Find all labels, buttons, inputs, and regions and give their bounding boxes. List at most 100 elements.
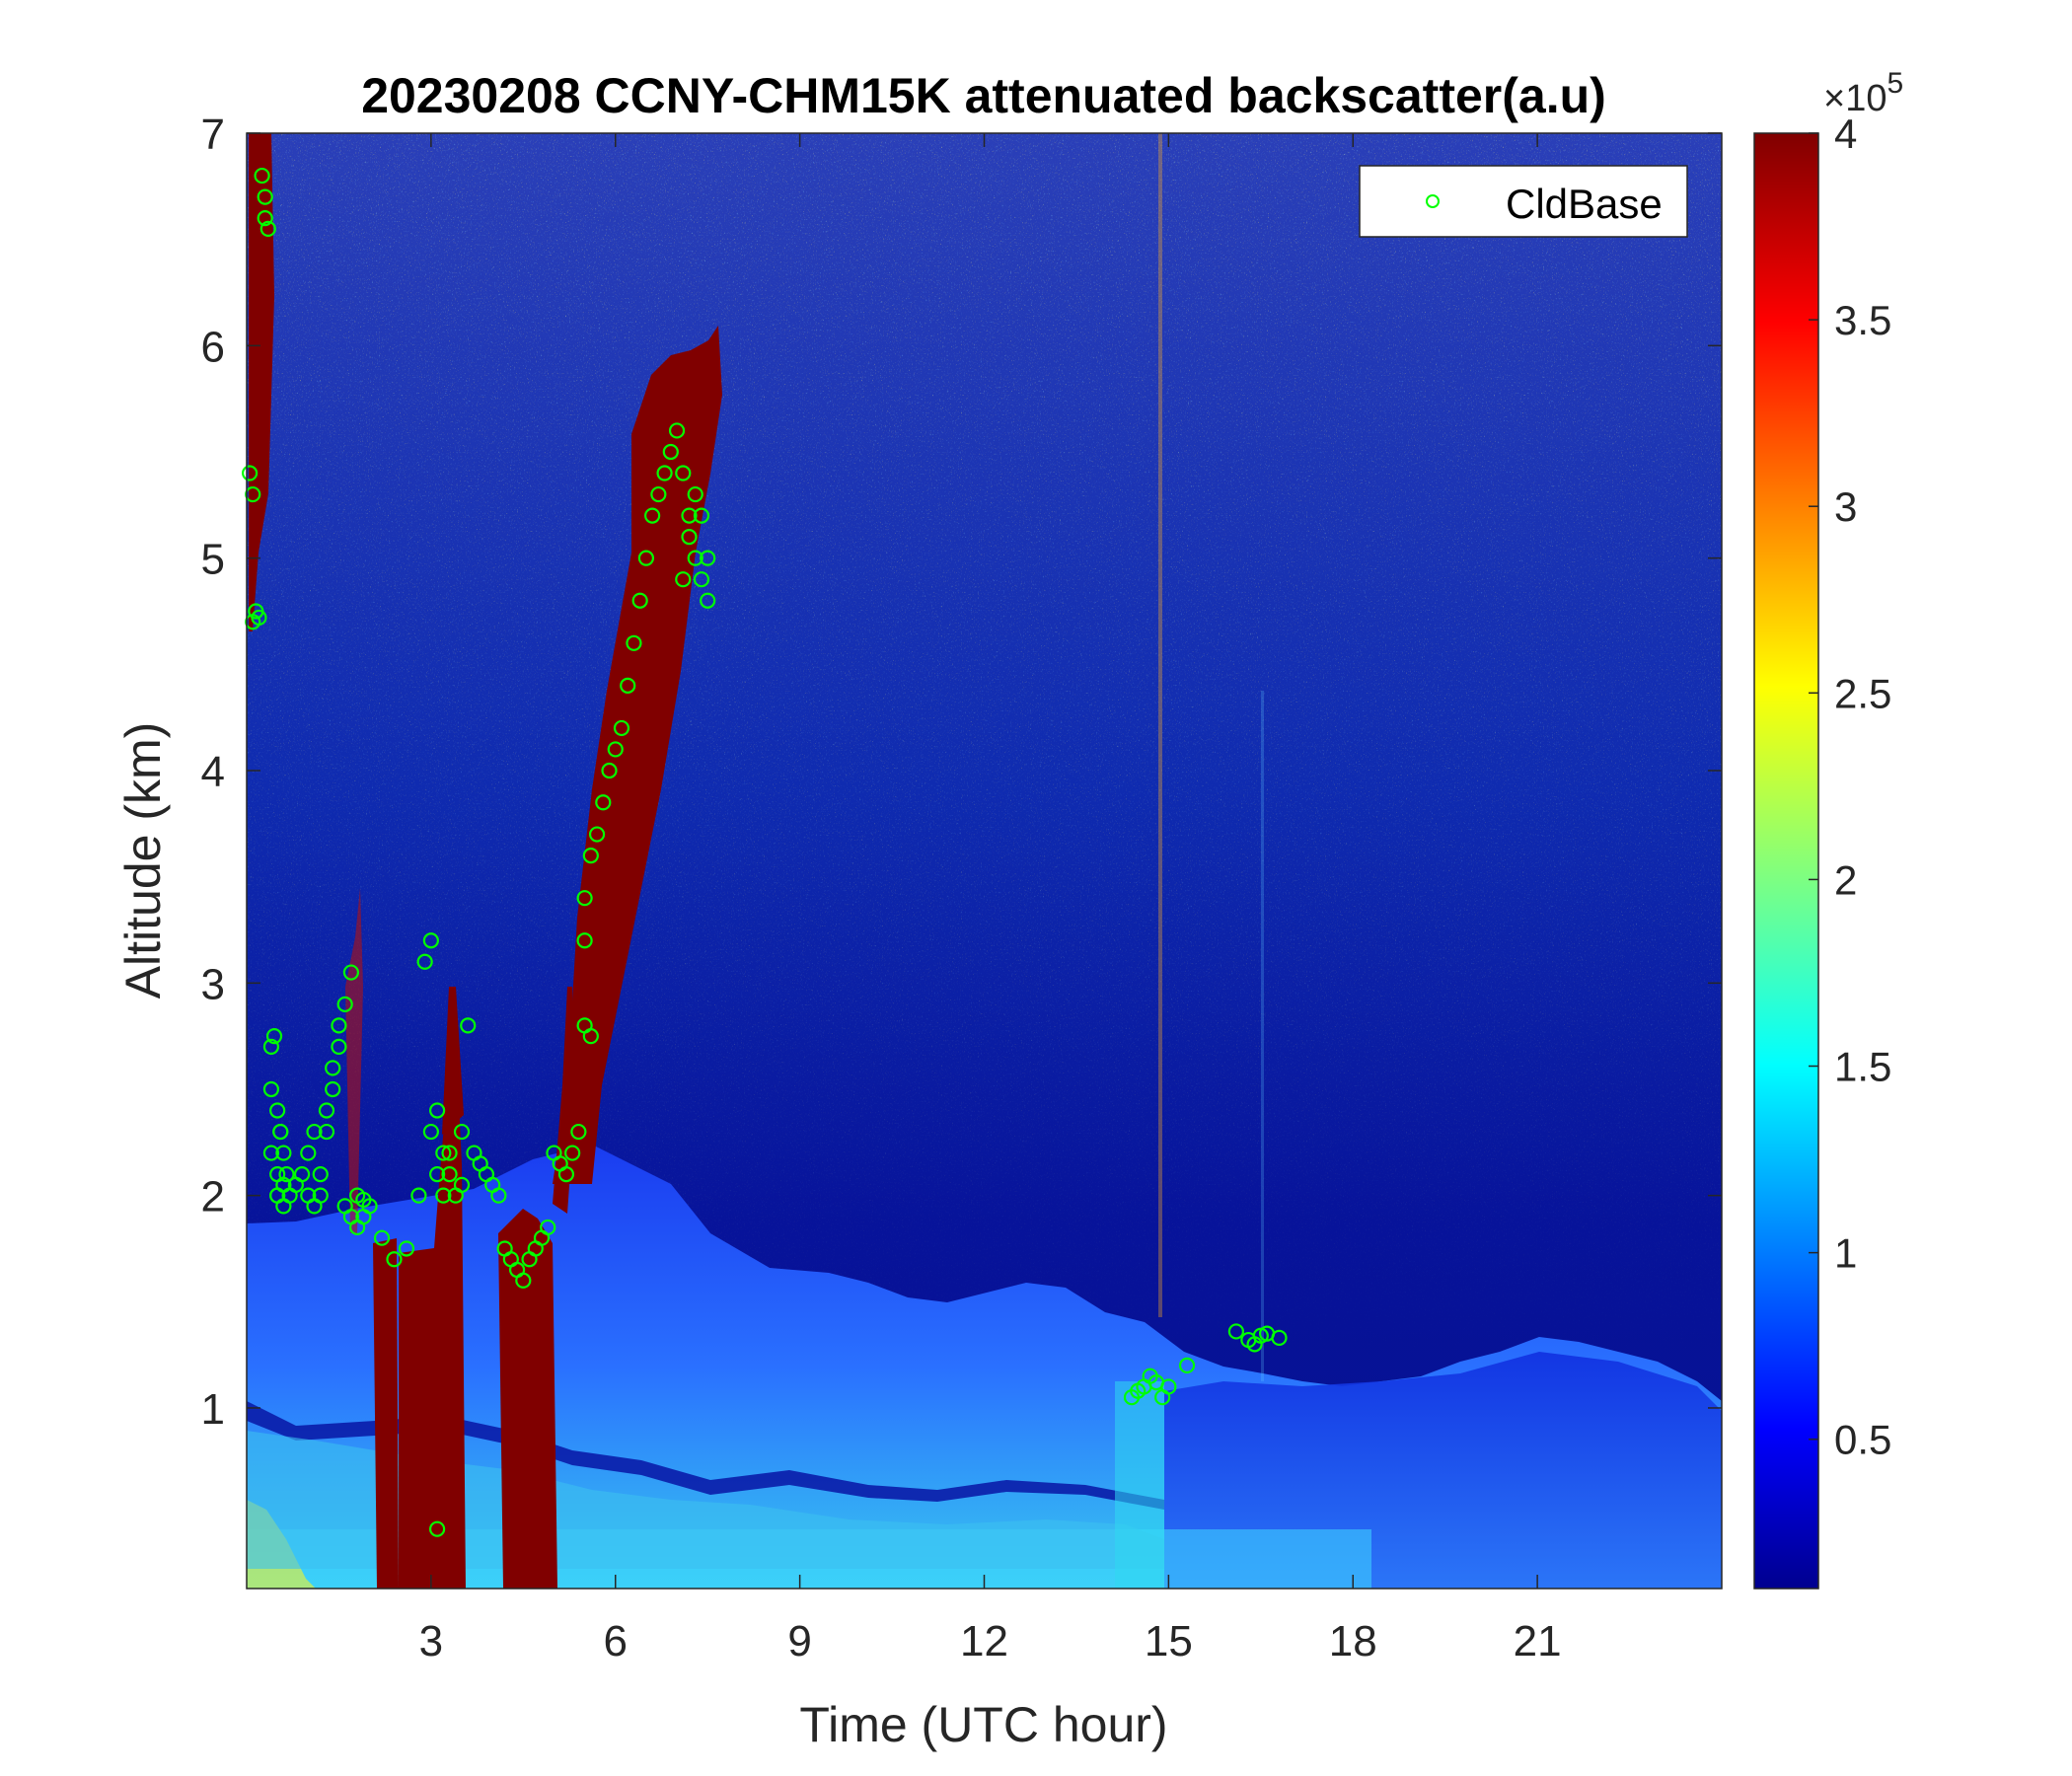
cloud-base-point — [564, 1145, 581, 1161]
cloud-base-point — [681, 507, 698, 524]
colorbar-multiplier-exponent: 5 — [1887, 67, 1903, 100]
y-tick-label: 4 — [201, 748, 225, 796]
x-axis: 3 6 9 12 15 18 21 — [419, 133, 1562, 1665]
residual-layer-dark — [247, 1401, 1164, 1510]
cloud-base-point — [453, 1176, 471, 1193]
cloud-base-point — [570, 1123, 587, 1141]
x-tick-label: 12 — [960, 1617, 1008, 1665]
colorbar-tick-label: 2 — [1834, 856, 1857, 903]
colorbar-multiplier: ×105 — [1823, 67, 1903, 119]
cloud-base-point — [687, 485, 703, 503]
cloud-base-markers — [242, 167, 1288, 1537]
cloud-base-point — [595, 794, 612, 811]
cloud-base-point — [453, 1123, 471, 1141]
cloud-base-point — [576, 932, 593, 949]
cloud-base-point — [675, 465, 692, 481]
cloud-base-point — [318, 1123, 335, 1141]
legend-label-cldbase: CldBase — [1506, 181, 1663, 227]
legend-box — [1359, 165, 1688, 238]
x-tick-label: 6 — [604, 1617, 628, 1665]
cloud-upper-sheet — [631, 326, 722, 651]
y-tick-label: 7 — [201, 111, 225, 159]
cloud-base-point — [257, 188, 273, 205]
cloud-base-point — [272, 1123, 289, 1141]
cloud-base-point — [259, 220, 276, 237]
colorbar-tick-label: 1 — [1834, 1230, 1857, 1277]
cloud-base-point — [1271, 1329, 1288, 1347]
cloud-base-point — [540, 1219, 556, 1236]
plot-area — [247, 133, 1722, 1589]
cloud-base-point — [607, 741, 624, 758]
cloud-base-point — [242, 465, 259, 481]
cloud-base-point — [700, 550, 716, 566]
cloud-base-point — [700, 592, 716, 609]
cloud-base-point — [325, 1060, 341, 1076]
cloud-base-point — [631, 592, 648, 609]
y-tick-label: 2 — [201, 1173, 225, 1221]
y-tick-label: 3 — [201, 960, 225, 1008]
stripe-15utc — [1158, 133, 1162, 1317]
cloud-base-point — [557, 1166, 575, 1183]
y-axis-label: Altitude (km) — [115, 722, 171, 999]
cloud-base-point — [422, 932, 439, 949]
cloud-base-point — [441, 1166, 458, 1183]
cloud-base-point — [687, 550, 703, 566]
cloud-base-point — [306, 1198, 323, 1215]
cloud-base-point — [331, 1017, 347, 1034]
cloud-base-point — [1227, 1323, 1244, 1340]
cloud-base-point — [254, 167, 270, 185]
cloud-base-point — [275, 1145, 292, 1161]
cloud-base-point — [251, 609, 267, 627]
colorbar-tick-label: 3.5 — [1834, 297, 1891, 343]
x-tick-label: 18 — [1329, 1617, 1377, 1665]
cloud-base-point — [588, 826, 606, 843]
cloud-base-point — [490, 1187, 507, 1204]
x-tick-label: 15 — [1145, 1617, 1193, 1665]
cloud-base-point — [1160, 1378, 1177, 1395]
colorbar-tick-label: 2.5 — [1834, 670, 1891, 716]
y-tick-label: 5 — [201, 536, 225, 584]
cloud-base-point — [265, 1028, 283, 1045]
x-tick-label: 3 — [419, 1617, 443, 1665]
colorbar-tick-label: 0.5 — [1834, 1417, 1891, 1463]
cloud-base-point — [693, 507, 710, 524]
chart-title: 20230208 CCNY-CHM15K attenuated backscat… — [361, 68, 1606, 123]
cloud-base-point — [257, 210, 273, 227]
cloud-base-point — [576, 890, 593, 907]
colorbar-tick-label: 3 — [1834, 483, 1857, 530]
y-tick-label: 6 — [201, 323, 225, 371]
colorbar-ticks: 0.5 1 1.5 2 2.5 3 3.5 4 — [1809, 111, 1891, 1463]
colorbar-tick-label: 1.5 — [1834, 1044, 1891, 1090]
cloud-base-point — [668, 422, 686, 439]
cloud-column-1 — [373, 1238, 399, 1589]
cloud-base-point — [693, 571, 710, 588]
cloud-base-point — [626, 634, 642, 651]
cloud-base-point — [429, 1166, 446, 1183]
cloud-column-early — [249, 133, 274, 631]
cloud-base-point — [262, 1145, 280, 1161]
cloud-base-point — [460, 1017, 477, 1034]
cloud-base-point — [300, 1145, 317, 1161]
cloud-base-point — [416, 953, 433, 970]
cloud-base-point — [441, 1145, 458, 1161]
legend[interactable]: CldBase — [1359, 165, 1688, 238]
morning-cyan-layer — [247, 1431, 1164, 1569]
cloud-base-point — [429, 1520, 446, 1537]
cloud-base-point — [386, 1251, 403, 1268]
cloud-base-point — [398, 1240, 415, 1257]
y-tick-label: 1 — [201, 1385, 225, 1434]
colorbar-tick-label: 4 — [1834, 111, 1857, 157]
cloud-base-point — [278, 1166, 295, 1183]
cloud-base-point — [637, 550, 654, 566]
cloud-base-point — [318, 1102, 335, 1119]
cloud-base-point — [1178, 1357, 1196, 1374]
cloud-column-2 — [399, 1036, 466, 1589]
y-axis: 1 2 3 4 5 6 7 — [201, 111, 1722, 1434]
x-tick-label: 9 — [787, 1617, 811, 1665]
cloud-base-point — [515, 1272, 532, 1289]
x-tick-label: 21 — [1514, 1617, 1562, 1665]
cloud-base-point — [336, 996, 353, 1012]
cloud-base-point — [331, 1038, 347, 1056]
colorbar-fill — [1753, 132, 1819, 1590]
cloud-base-point — [662, 443, 679, 461]
